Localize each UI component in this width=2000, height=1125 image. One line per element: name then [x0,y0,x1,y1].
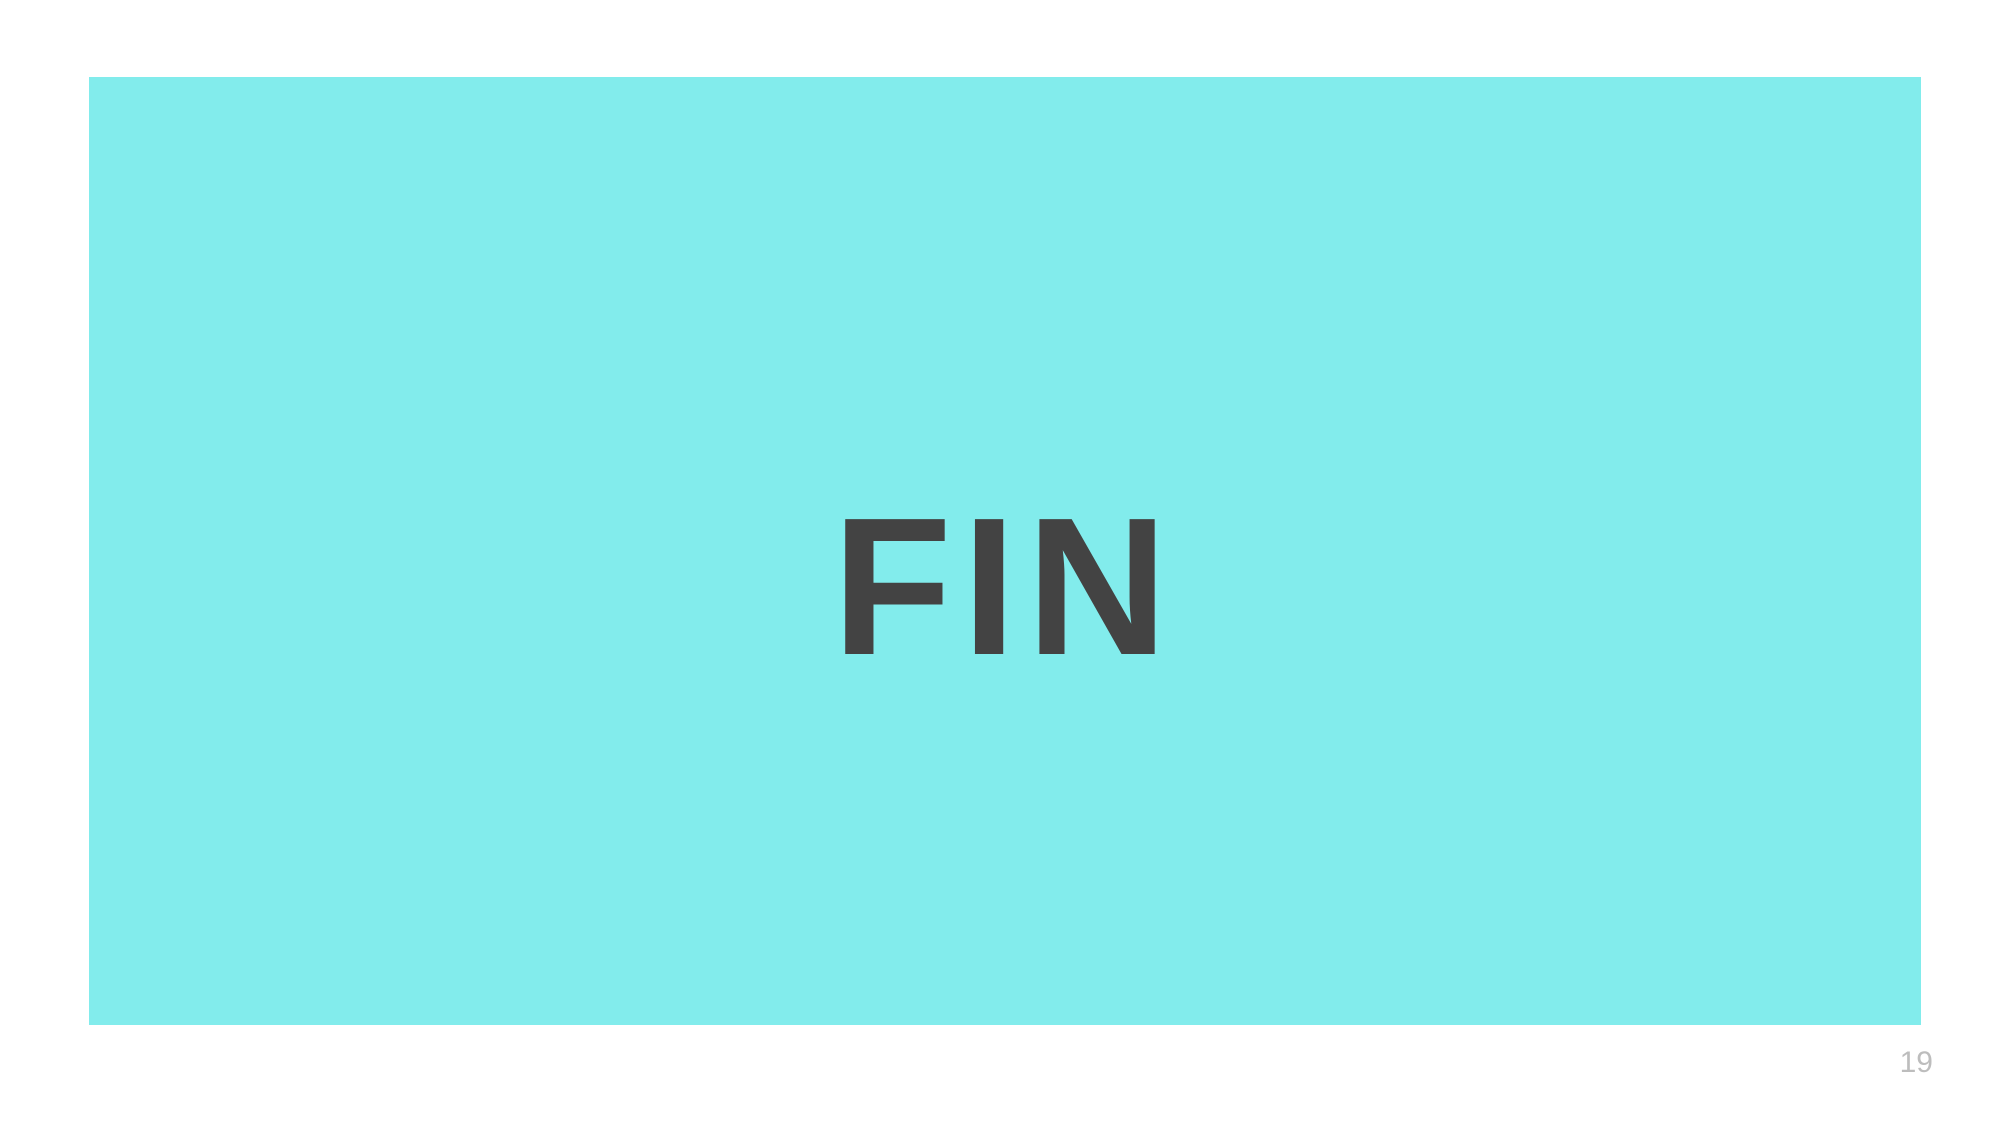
slide-title: FIN [832,477,1178,696]
title-panel: FIN [89,77,1921,1025]
page-number: 19 [1899,1046,1933,1079]
